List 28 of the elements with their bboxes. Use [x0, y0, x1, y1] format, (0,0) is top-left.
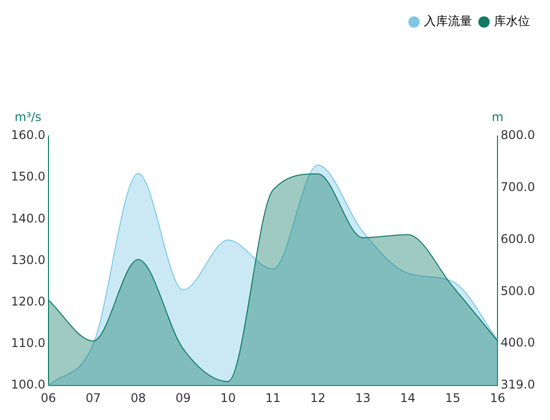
y-axis-title: m³/s — [14, 110, 42, 124]
y2-tick-label: 500.0 — [500, 284, 536, 298]
y-tick-label: 130.0 — [10, 252, 46, 267]
x-tick-label: 12 — [310, 390, 326, 405]
y2-tick-label: 319.0 — [500, 378, 536, 392]
y-tick-label: 100.0 — [10, 378, 46, 392]
y-tick-label: 160.0 — [10, 128, 46, 142]
x-tick-label: 06 — [40, 390, 56, 405]
x-tick-label: 16 — [490, 390, 506, 405]
y-tick-label: 120.0 — [10, 294, 46, 309]
y2-tick-label: 700.0 — [500, 180, 536, 194]
x-tick-label: 09 — [176, 390, 191, 405]
y2-axis-title: m — [492, 110, 504, 124]
y2-tick-label: 800.0 — [500, 128, 536, 142]
y2-tick-label: 600.0 — [500, 232, 536, 246]
y-tick-label: 110.0 — [10, 336, 46, 350]
x-tick-label: 08 — [130, 390, 146, 405]
x-tick-label: 15 — [445, 390, 460, 405]
y-tick-label: 150.0 — [10, 170, 46, 184]
y-tick-label: 140.0 — [10, 211, 46, 226]
x-tick-label: 13 — [355, 390, 370, 405]
legend-label: 入库流量 — [424, 14, 472, 28]
legend-label: 库水位 — [494, 14, 530, 28]
x-tick-label: 14 — [400, 390, 416, 405]
x-tick-label: 11 — [265, 390, 281, 405]
y2-tick-label: 400.0 — [500, 336, 536, 350]
x-tick-label: 10 — [220, 390, 236, 405]
x-tick-label: 07 — [86, 390, 101, 405]
